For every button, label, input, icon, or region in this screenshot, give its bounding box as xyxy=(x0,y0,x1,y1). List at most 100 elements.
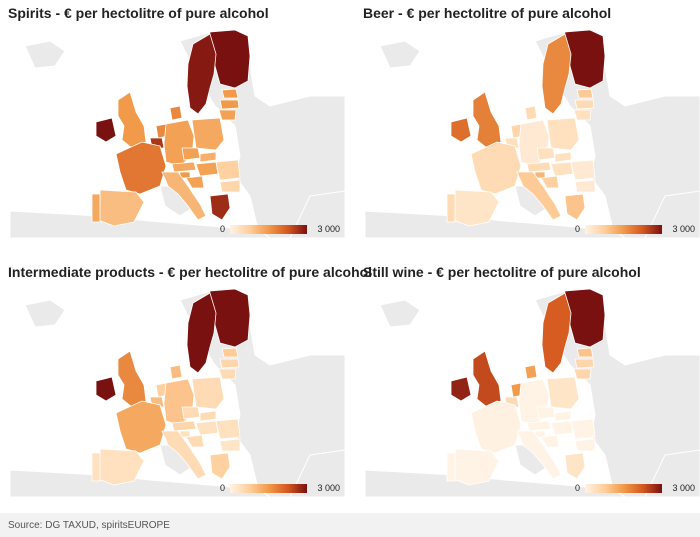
panel-beer: Beer - € per hectolitre of pure alcohol xyxy=(355,0,700,258)
panel-title: Beer - € per hectolitre of pure alcohol xyxy=(363,5,612,21)
country-bg xyxy=(574,438,596,452)
country-hr xyxy=(185,434,205,448)
map-svg xyxy=(365,29,700,238)
country-ro xyxy=(570,159,596,181)
country-pt xyxy=(446,193,456,223)
map xyxy=(365,26,700,238)
country-at xyxy=(526,420,552,432)
country-uk xyxy=(472,350,502,408)
country-lv xyxy=(574,99,595,110)
country-cz xyxy=(181,147,201,161)
map-svg xyxy=(10,29,345,238)
footer: Source: DG TAXUD, spiritsEUROPE xyxy=(0,513,700,537)
country-hr xyxy=(540,434,560,448)
country-ro xyxy=(215,418,241,440)
country-at xyxy=(526,161,552,173)
country-se xyxy=(186,292,217,374)
country-pl xyxy=(546,117,580,151)
country-pl xyxy=(546,376,580,410)
country-sk xyxy=(199,151,217,163)
legend-max: 3 000 xyxy=(317,224,340,234)
panel-still-wine: Still wine - € per hectolitre of pure al… xyxy=(355,259,700,517)
country-uk xyxy=(117,350,147,408)
legend-min: 0 xyxy=(220,483,226,493)
country-lt xyxy=(218,109,237,121)
country-it xyxy=(161,430,207,480)
country-sk xyxy=(554,410,572,422)
legend-scale-bar xyxy=(585,225,662,234)
panel-title: Intermediate products - € per hectolitre… xyxy=(8,264,373,280)
country-gr xyxy=(209,193,231,221)
country-dk xyxy=(524,364,538,380)
country-cz xyxy=(536,406,556,420)
legend: 0 3 000 xyxy=(575,482,695,496)
country-hu xyxy=(550,420,574,436)
map-svg xyxy=(365,288,700,497)
country-ee xyxy=(221,88,239,99)
country-pl xyxy=(191,376,225,410)
legend-scale-bar xyxy=(230,225,307,234)
country-pt xyxy=(91,193,101,223)
map-svg xyxy=(10,288,345,497)
map xyxy=(10,26,345,238)
country-ee xyxy=(576,347,594,358)
legend-max: 3 000 xyxy=(672,224,695,234)
country-at xyxy=(171,420,197,432)
country-sk xyxy=(554,151,572,163)
country-sk xyxy=(199,410,217,422)
country-ee xyxy=(221,347,239,358)
country-hr xyxy=(540,175,560,189)
country-hu xyxy=(195,420,219,436)
legend-min: 0 xyxy=(575,224,581,234)
legend: 0 3 000 xyxy=(220,223,340,237)
country-bg xyxy=(219,179,241,193)
country-bg xyxy=(219,438,241,452)
country-gr xyxy=(209,452,231,480)
country-fr xyxy=(115,141,167,195)
legend-max: 3 000 xyxy=(672,483,695,493)
legend-scale-bar xyxy=(230,484,307,493)
country-ie xyxy=(95,117,117,143)
country-gr xyxy=(564,452,586,480)
legend-scale-bar xyxy=(585,484,662,493)
country-se xyxy=(541,292,572,374)
legend-max: 3 000 xyxy=(317,483,340,493)
country-dk xyxy=(169,364,183,380)
country-lv xyxy=(219,99,240,110)
country-uk xyxy=(117,91,147,149)
legend: 0 3 000 xyxy=(220,482,340,496)
legend-min: 0 xyxy=(220,224,226,234)
country-it xyxy=(516,430,562,480)
panel-title: Spirits - € per hectolitre of pure alcoh… xyxy=(8,5,269,21)
country-cz xyxy=(181,406,201,420)
country-pl xyxy=(191,117,225,151)
country-hu xyxy=(195,161,219,177)
country-it xyxy=(161,171,207,221)
country-ee xyxy=(576,88,594,99)
country-lt xyxy=(573,368,592,380)
country-fr xyxy=(115,400,167,454)
panel-title: Still wine - € per hectolitre of pure al… xyxy=(363,264,641,280)
country-ie xyxy=(95,376,117,402)
country-at xyxy=(171,161,197,173)
country-se xyxy=(541,33,572,115)
country-pt xyxy=(446,452,456,482)
panel-intermediate-products: Intermediate products - € per hectolitre… xyxy=(0,259,372,517)
country-dk xyxy=(169,105,183,121)
country-hu xyxy=(550,161,574,177)
country-lv xyxy=(219,358,240,369)
country-fr xyxy=(470,400,522,454)
map xyxy=(10,285,345,497)
country-ro xyxy=(570,418,596,440)
country-bg xyxy=(574,179,596,193)
panel-spirits: Spirits - € per hectolitre of pure alcoh… xyxy=(0,0,345,258)
legend: 0 3 000 xyxy=(575,223,695,237)
country-gr xyxy=(564,193,586,221)
country-ie xyxy=(450,376,472,402)
country-hr xyxy=(185,175,205,189)
map xyxy=(365,285,700,497)
country-fr xyxy=(470,141,522,195)
country-lv xyxy=(574,358,595,369)
country-ie xyxy=(450,117,472,143)
country-cz xyxy=(536,147,556,161)
